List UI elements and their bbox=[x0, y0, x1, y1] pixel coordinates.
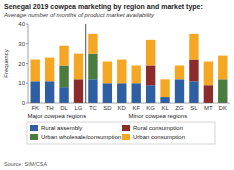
y-tick-label: 10 bbox=[18, 80, 25, 86]
bar-segment bbox=[74, 54, 83, 80]
bars bbox=[31, 34, 228, 103]
bar-segment bbox=[103, 62, 112, 84]
bar-segment bbox=[45, 81, 54, 103]
subtitle: Average number of months of product mark… bbox=[3, 12, 155, 18]
title: Senegal 2019 cowpea marketing by region … bbox=[4, 3, 203, 11]
y-tick-label: 30 bbox=[18, 41, 25, 47]
group-label: Minor cowpea regions bbox=[129, 113, 188, 119]
bar-segment bbox=[146, 85, 155, 103]
x-tick-label: ZG bbox=[175, 105, 184, 111]
bar-segment bbox=[218, 56, 227, 80]
legend-swatch bbox=[122, 125, 130, 131]
legend-label: Urban consumption bbox=[133, 134, 185, 140]
bar-segment bbox=[189, 34, 198, 60]
y-tick-label: 20 bbox=[18, 61, 25, 67]
bar-segment bbox=[146, 65, 155, 85]
x-tick-label: LG bbox=[74, 105, 82, 111]
bar-segment bbox=[146, 40, 155, 66]
legend-swatch bbox=[30, 134, 38, 140]
bar-segment bbox=[132, 65, 141, 83]
bar-segment bbox=[59, 65, 68, 87]
x-tick-label: MT bbox=[204, 105, 213, 111]
bar-segment bbox=[31, 60, 40, 82]
x-tick-label: FK bbox=[31, 105, 39, 111]
y-axis: 0 10 20 30 40 bbox=[18, 21, 28, 106]
x-tick-label: KG bbox=[146, 105, 155, 111]
bar-segment bbox=[160, 79, 169, 97]
x-tick-label: SL bbox=[190, 105, 198, 111]
y-tick-label: 40 bbox=[18, 21, 25, 27]
x-tick-label: DL bbox=[60, 105, 68, 111]
bar-segment bbox=[160, 97, 169, 103]
chart: Senegal 2019 cowpea marketing by region … bbox=[0, 0, 234, 170]
x-tick-label: SD bbox=[103, 105, 112, 111]
bar-segment bbox=[45, 58, 54, 82]
group-separator bbox=[85, 24, 86, 103]
x-tick-label: DK bbox=[219, 105, 227, 111]
bar-segment bbox=[175, 79, 184, 103]
source: Source: SIM/CSA bbox=[4, 161, 47, 167]
bar-segment bbox=[204, 85, 213, 103]
bar-segment bbox=[117, 60, 126, 84]
bar-segment bbox=[132, 83, 141, 103]
x-axis-line bbox=[28, 103, 230, 104]
legend-label: Rural assembly bbox=[41, 125, 82, 131]
legend-label: Urban wholesale/consumption bbox=[41, 134, 121, 140]
x-tick-label: KF bbox=[132, 105, 140, 111]
bar-segment bbox=[59, 46, 68, 66]
bar-segment bbox=[117, 83, 126, 103]
legend: Rural assembly Rural consumption Urban who… bbox=[27, 122, 215, 144]
x-tick-label: KL bbox=[161, 105, 169, 111]
x-tick-label: KD bbox=[118, 105, 127, 111]
y-axis-label: Frequency bbox=[3, 49, 9, 77]
legend-frame bbox=[27, 122, 215, 144]
bar-segment bbox=[59, 87, 68, 103]
bar-segment bbox=[189, 81, 198, 103]
bar-segment bbox=[74, 79, 83, 103]
bar-segment bbox=[218, 79, 227, 103]
bar-segment bbox=[103, 83, 112, 103]
x-tick-label: TC bbox=[89, 105, 98, 111]
bar-segment bbox=[175, 65, 184, 79]
legend-label: Rural consumption bbox=[133, 125, 183, 131]
x-tick-label: TH bbox=[46, 105, 54, 111]
y-tick-label: 0 bbox=[22, 100, 26, 106]
bar-segment bbox=[189, 60, 198, 82]
legend-swatch bbox=[30, 125, 38, 131]
bar-segment bbox=[88, 34, 97, 54]
bar-segment bbox=[88, 54, 97, 80]
group-label: Major cowpea regions bbox=[28, 113, 87, 119]
legend-swatch bbox=[122, 134, 130, 140]
bar-segment bbox=[31, 81, 40, 103]
y-axis-line bbox=[28, 24, 29, 103]
bar-segment bbox=[88, 79, 97, 103]
x-axis: FK TH DL LG TC SD KD KF KG KL ZG SL MT DK bbox=[28, 103, 230, 111]
bar-segment bbox=[204, 62, 213, 86]
